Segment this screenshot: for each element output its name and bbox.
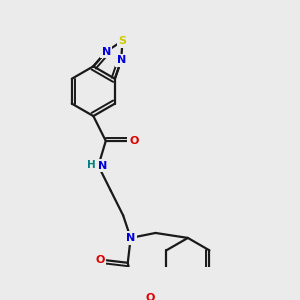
Text: O: O	[129, 136, 139, 146]
Text: N: N	[98, 161, 107, 171]
Text: O: O	[95, 255, 104, 265]
Text: N: N	[117, 55, 126, 65]
Text: S: S	[118, 36, 126, 46]
Text: O: O	[145, 292, 154, 300]
Text: H: H	[87, 160, 96, 170]
Text: N: N	[101, 46, 111, 57]
Text: N: N	[126, 233, 135, 243]
